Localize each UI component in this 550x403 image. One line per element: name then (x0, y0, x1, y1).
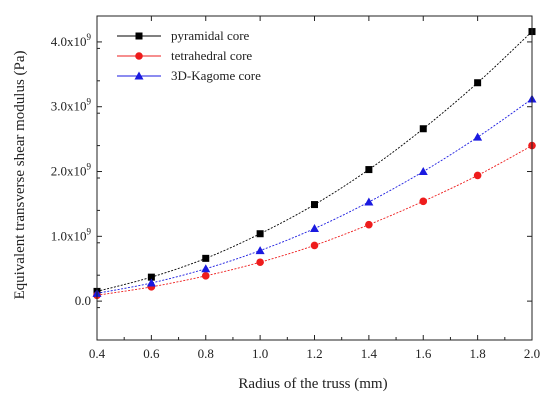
x-tick-label: 1.4 (361, 346, 378, 361)
series-circle (93, 141, 536, 300)
y-tick-label: 4.0x109 (51, 32, 92, 49)
data-point (364, 197, 374, 206)
legend-label: 3D-Kagome core (171, 68, 261, 83)
x-tick-label: 1.8 (470, 346, 486, 361)
legend-marker (135, 52, 143, 60)
data-point (255, 246, 265, 255)
y-tick-label: 0.0 (75, 293, 91, 308)
data-point (256, 230, 264, 238)
data-point (147, 273, 155, 281)
data-point (418, 167, 428, 176)
data-point (201, 272, 210, 280)
legend: pyramidal core tetrahedral core 3D-Kagome … (117, 28, 261, 83)
data-point (474, 79, 482, 87)
data-point (256, 258, 264, 267)
data-point (311, 201, 318, 209)
legend-label: tetrahedral core (171, 48, 252, 63)
data-point (365, 166, 373, 174)
y-tick-label: 1.0x109 (51, 226, 92, 243)
series-line (96, 145, 533, 296)
data-point (473, 132, 483, 141)
x-tick-label: 0.8 (198, 346, 214, 361)
x-tick-label: 1.0 (252, 346, 268, 361)
data-point (473, 171, 482, 180)
axes: 0.4 0.6 0.8 1.0 1.2 1.4 1.6 1.8 2.0 0.0 1.0x109 2.0… (51, 15, 540, 361)
series-square (93, 28, 536, 295)
data-point (419, 197, 428, 206)
series-layer (92, 28, 537, 300)
plot-frame (96, 15, 533, 341)
data-point (146, 278, 156, 287)
data-point (201, 264, 211, 273)
series-triangle (92, 94, 537, 297)
x-tick-label: 2.0 (524, 346, 540, 361)
x-tick-label: 0.4 (89, 346, 106, 361)
x-tick-label: 0.6 (143, 346, 160, 361)
data-point (310, 241, 319, 250)
legend-label: pyramidal core (171, 28, 250, 43)
x-tick-label: 1.2 (306, 346, 322, 361)
x-axis-title: Radius of the truss (mm) (238, 376, 387, 392)
data-point (310, 224, 319, 233)
x-tick-label: 1.6 (415, 346, 432, 361)
series-line (96, 98, 533, 294)
y-tick-label: 2.0x109 (51, 162, 92, 179)
series-line (96, 31, 533, 292)
legend-marker (134, 71, 144, 80)
data-point (202, 254, 210, 262)
data-point (365, 220, 373, 229)
y-axis-title: Equivalent transverse shear modulus (Pa) (12, 50, 28, 299)
data-point (419, 125, 427, 133)
legend-marker (135, 32, 143, 40)
y-tick-label: 3.0x109 (51, 97, 92, 114)
